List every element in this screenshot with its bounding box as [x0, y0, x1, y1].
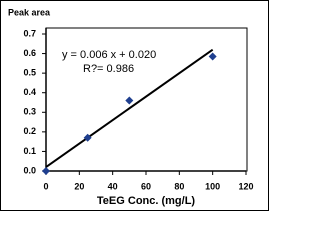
- y-tick-label: 0.7: [23, 28, 36, 38]
- y-tick-label: 0.5: [23, 68, 36, 78]
- y-tick-label: 0.6: [23, 48, 36, 58]
- x-axis-label: TeEG Conc. (mg/L): [97, 195, 196, 207]
- x-tick-label: 40: [108, 181, 118, 191]
- y-axis-label: Peak area: [8, 7, 51, 17]
- x-tick-label: 120: [238, 181, 253, 191]
- data-point: [42, 167, 50, 175]
- chart: Peak area TeEG Conc. (mg/L) y = 0.006 x …: [0, 0, 269, 211]
- trendline: [45, 48, 214, 168]
- data-point: [83, 133, 92, 142]
- y-tick-label: 0.4: [23, 87, 36, 97]
- x-tick-label: 100: [205, 181, 220, 191]
- y-tick-label: 0.0: [23, 165, 36, 175]
- x-tick-label: 20: [74, 181, 84, 191]
- x-tick-label: 0: [43, 181, 48, 191]
- data-point: [208, 52, 217, 61]
- y-tick-label: 0.1: [23, 146, 36, 156]
- x-tick-label: 60: [141, 181, 151, 191]
- r-squared: R?= 0.986: [83, 63, 134, 75]
- y-tick-label: 0.3: [23, 107, 36, 117]
- equation: y = 0.006 x + 0.020: [62, 49, 156, 61]
- data-point: [125, 96, 134, 105]
- x-tick-label: 80: [174, 181, 184, 191]
- y-tick-label: 0.2: [23, 126, 36, 136]
